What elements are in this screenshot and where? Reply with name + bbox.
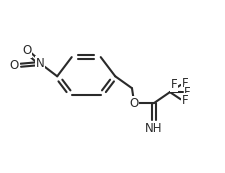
Text: O: O	[10, 59, 19, 72]
Text: O: O	[22, 44, 31, 57]
Text: NH: NH	[144, 122, 162, 135]
Text: F: F	[183, 86, 190, 99]
Text: F: F	[181, 94, 187, 107]
Text: F: F	[181, 78, 187, 90]
Text: F: F	[170, 78, 177, 92]
Text: N: N	[36, 57, 45, 70]
Text: O: O	[129, 97, 138, 110]
